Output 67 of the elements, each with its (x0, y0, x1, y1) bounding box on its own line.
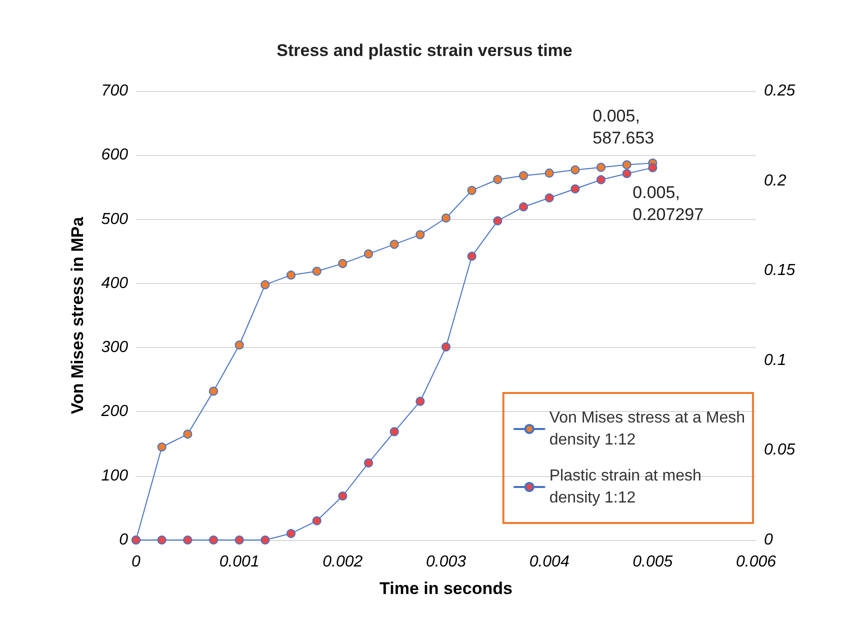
point (416, 230, 425, 240)
x-axis-title: Time in seconds (380, 579, 512, 598)
x-tick-label: 0.001 (219, 554, 260, 570)
point (596, 162, 606, 172)
point (183, 430, 192, 439)
point (364, 249, 373, 258)
point (286, 529, 296, 538)
x-tick-label: 0.005 (632, 554, 673, 570)
point (622, 169, 632, 178)
x-tick-label: 0.002 (322, 554, 363, 570)
x-tick-label: 0.003 (426, 554, 466, 570)
y-tick-label: 300 (101, 339, 128, 356)
point (183, 536, 192, 544)
y-tick-label: 500 (101, 210, 128, 228)
x-tick-label: 0.006 (736, 554, 776, 570)
point (596, 175, 606, 184)
y-tick-label: 100 (101, 467, 128, 484)
point (390, 240, 399, 249)
y2-tick-label: 0.25 (764, 82, 796, 100)
legend-label: Von Mises stress at a Mesh density 1:12 (549, 410, 746, 448)
y-tick-label: 200 (100, 403, 128, 420)
point (286, 270, 296, 280)
point (519, 202, 528, 212)
point (234, 340, 244, 350)
point (338, 492, 348, 500)
point (544, 168, 554, 178)
point (467, 252, 476, 261)
point (622, 160, 632, 170)
point (157, 536, 166, 544)
point (312, 266, 322, 276)
y2-tick-label: 0.1 (764, 352, 786, 369)
point (519, 171, 528, 180)
point (312, 516, 322, 526)
point (416, 396, 425, 406)
point (338, 259, 348, 268)
point (209, 536, 218, 544)
y2-tick-label: 0.2 (764, 172, 786, 190)
point (157, 442, 166, 452)
point (570, 165, 580, 174)
point (364, 458, 373, 468)
y2-tick-label: 0 (764, 532, 773, 548)
point (493, 175, 502, 184)
point (544, 193, 554, 202)
y-tick-label: 400 (101, 274, 128, 292)
annotation: 0.005, 0.207297 (632, 183, 704, 224)
point (493, 216, 502, 226)
point (648, 163, 658, 172)
y-tick-label: 600 (101, 146, 128, 164)
point (209, 386, 218, 396)
point (260, 280, 270, 290)
point (467, 186, 476, 195)
x-tick-label: 0 (132, 554, 141, 570)
point (390, 427, 399, 436)
chart-title: Stress and plastic strain versus time (276, 41, 572, 60)
point (260, 536, 270, 544)
y-tick-label: 700 (101, 82, 128, 100)
y-tick-label: 0 (119, 532, 128, 548)
legend-label: Plastic strain at mesh density 1:12 (549, 468, 702, 506)
y2-tick-label: 0.15 (764, 262, 796, 280)
x-tick-label: 0.004 (529, 554, 570, 570)
point (570, 184, 580, 194)
point (442, 342, 450, 352)
y-axis-title: Von Mises stress in MPa (68, 216, 87, 414)
point (234, 536, 244, 544)
point (442, 214, 450, 222)
annotation: 0.005, 587.653 (592, 106, 654, 148)
y2-tick-label: 0.05 (764, 442, 796, 459)
